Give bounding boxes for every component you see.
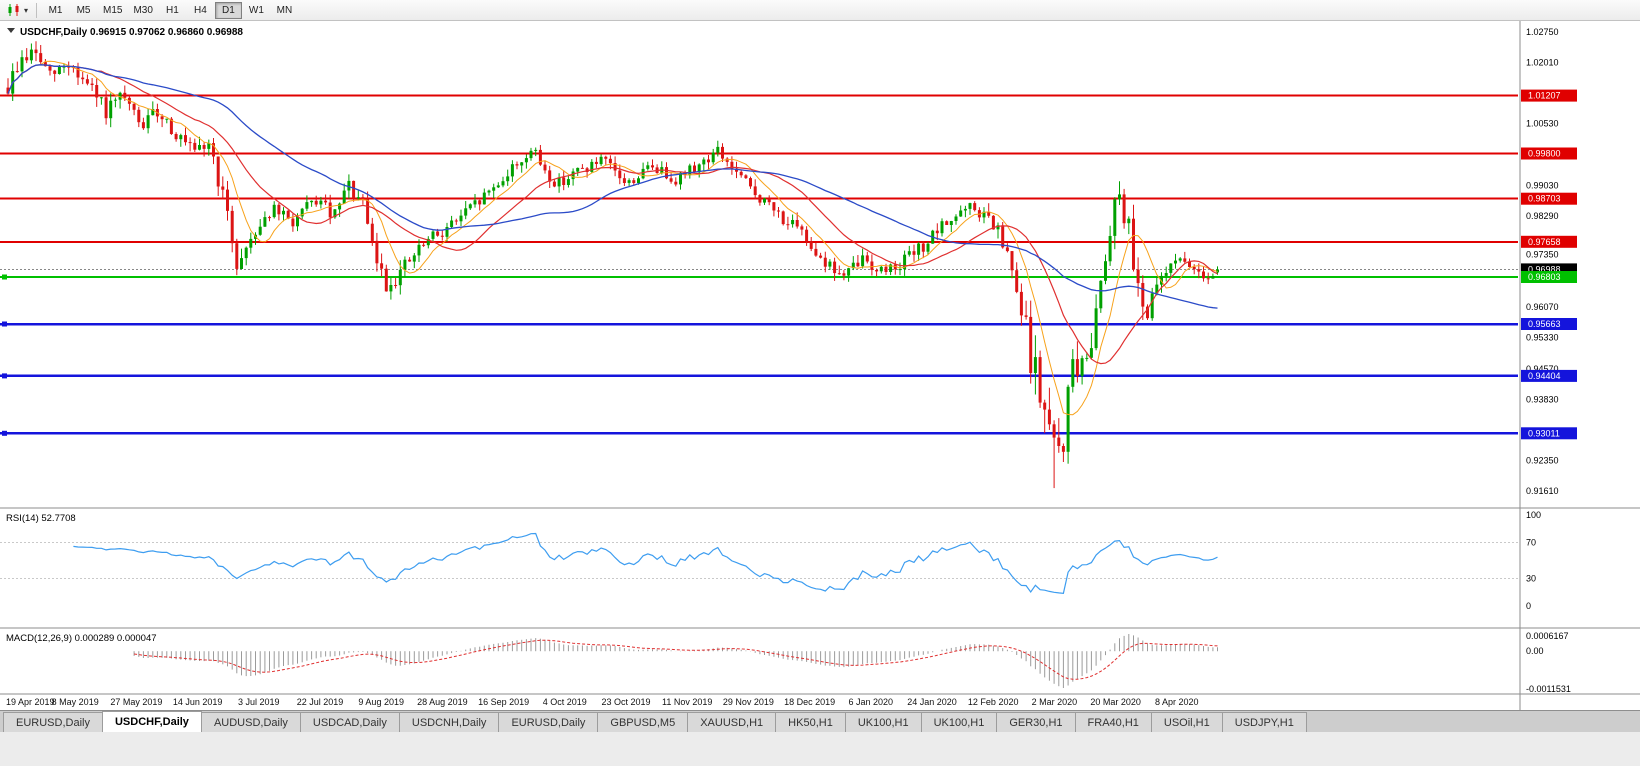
symbol-tab-fra40-h1[interactable]: FRA40,H1 <box>1074 712 1152 732</box>
macd-panel[interactable]: 0.0006167 0.00 -0.0011531 <box>0 627 1640 695</box>
svg-text:0: 0 <box>1526 601 1531 611</box>
svg-text:0.95330: 0.95330 <box>1526 333 1559 343</box>
svg-text:28 Aug 2019: 28 Aug 2019 <box>417 697 468 707</box>
svg-text:100: 100 <box>1526 510 1541 520</box>
symbol-tab-uk100-h1[interactable]: UK100,H1 <box>844 712 922 732</box>
svg-text:0.94570: 0.94570 <box>1526 364 1559 374</box>
svg-text:70: 70 <box>1526 537 1536 547</box>
symbol-tab-audusd-daily[interactable]: AUDUSD,Daily <box>200 712 301 732</box>
svg-text:11 Nov 2019: 11 Nov 2019 <box>662 697 712 707</box>
svg-text:24 Jan 2020: 24 Jan 2020 <box>907 697 957 707</box>
svg-text:14 Jun 2019: 14 Jun 2019 <box>173 697 223 707</box>
symbol-tab-gbpusd-m5[interactable]: GBPUSD,M5 <box>597 712 689 732</box>
symbol-tab-usdcad-daily[interactable]: USDCAD,Daily <box>299 712 400 732</box>
chart-canvas[interactable]: 100 70 30 0 0.0006167 0.00 -0.0011531 1.02750… <box>0 21 1640 710</box>
svg-text:1.02750: 1.02750 <box>1526 27 1559 37</box>
svg-text:3 Jul 2019: 3 Jul 2019 <box>238 697 280 707</box>
timeframe-button-mn[interactable]: MN <box>271 2 298 19</box>
svg-text:4 Oct 2019: 4 Oct 2019 <box>543 697 587 707</box>
chart-cursor-icon[interactable] <box>4 2 24 19</box>
rsi-panel[interactable]: 100 70 30 0 <box>0 507 1640 611</box>
svg-text:30: 30 <box>1526 574 1536 584</box>
svg-text:0.99030: 0.99030 <box>1526 180 1559 190</box>
symbol-tab-hk50-h1[interactable]: HK50,H1 <box>775 712 846 732</box>
svg-text:0.94404: 0.94404 <box>1528 371 1561 381</box>
svg-text:8 Apr 2020: 8 Apr 2020 <box>1155 697 1199 707</box>
symbol-tab-usdchf-daily[interactable]: USDCHF,Daily <box>101 711 202 732</box>
top-toolbar: ▾ M1 M5 M15 M30 H1 H4 D1 W1 MN <box>0 0 1640 21</box>
svg-text:0.96803: 0.96803 <box>1528 272 1561 282</box>
svg-text:0.98290: 0.98290 <box>1526 211 1559 221</box>
moving-averages-layer <box>7 60 1218 416</box>
timeframe-button-d1[interactable]: D1 <box>214 1 242 19</box>
svg-text:0.00: 0.00 <box>1526 646 1544 656</box>
symbol-tab-usdcnh-daily[interactable]: USDCNH,Daily <box>398 712 500 732</box>
svg-text:19 Apr 2019: 19 Apr 2019 <box>6 697 55 707</box>
svg-text:0.0006167: 0.0006167 <box>1526 631 1569 641</box>
symbol-tab-uk100-h1[interactable]: UK100,H1 <box>920 712 998 732</box>
timeframe-button-w1[interactable]: W1 <box>243 2 270 19</box>
svg-text:6 Jan 2020: 6 Jan 2020 <box>849 697 894 707</box>
candles-layer <box>6 41 1219 489</box>
svg-text:0.97350: 0.97350 <box>1526 250 1559 260</box>
chart-context-menu-icon[interactable] <box>7 28 15 33</box>
svg-text:-0.0011531: -0.0011531 <box>1526 684 1571 694</box>
svg-text:0.96070: 0.96070 <box>1526 302 1559 312</box>
svg-text:8 May 2019: 8 May 2019 <box>52 697 99 707</box>
timeframe-button-group: M1 M5 M15 M30 H1 H4 D1 W1 MN <box>42 1 298 19</box>
svg-text:0.93830: 0.93830 <box>1526 395 1559 405</box>
chart-background <box>0 21 1640 710</box>
timeframe-button-m30[interactable]: M30 <box>128 2 157 19</box>
svg-text:0.99800: 0.99800 <box>1528 149 1561 159</box>
timeframe-button-h4[interactable]: H4 <box>187 2 214 19</box>
svg-text:2 Mar 2020: 2 Mar 2020 <box>1032 697 1078 707</box>
svg-text:1.02010: 1.02010 <box>1526 58 1559 68</box>
toolbar-separator <box>36 2 38 18</box>
svg-text:0.96988: 0.96988 <box>1528 264 1561 274</box>
symbol-tab-eurusd-daily[interactable]: EURUSD,Daily <box>3 712 103 732</box>
svg-text:0.93011: 0.93011 <box>1528 428 1560 438</box>
svg-text:22 Jul 2019: 22 Jul 2019 <box>297 697 344 707</box>
macd-label: MACD(12,26,9) 0.000289 0.000047 <box>6 633 157 644</box>
svg-text:0.95663: 0.95663 <box>1528 319 1561 329</box>
symbol-tab-eurusd-daily[interactable]: EURUSD,Daily <box>498 712 599 732</box>
rsi-label: RSI(14) 52.7708 <box>6 513 76 524</box>
svg-text:29 Nov 2019: 29 Nov 2019 <box>723 697 774 707</box>
chart-title: USDCHF,Daily 0.96915 0.97062 0.96860 0.9… <box>20 27 243 38</box>
svg-text:18 Dec 2019: 18 Dec 2019 <box>784 697 835 707</box>
svg-text:9 Aug 2019: 9 Aug 2019 <box>358 697 404 707</box>
timeframe-button-m15[interactable]: M15 <box>98 2 127 19</box>
svg-text:0.91610: 0.91610 <box>1526 486 1559 496</box>
svg-text:23 Oct 2019: 23 Oct 2019 <box>601 697 650 707</box>
svg-text:16 Sep 2019: 16 Sep 2019 <box>478 697 529 707</box>
status-bar <box>0 732 1640 766</box>
symbol-tab-usoil-h1[interactable]: USOil,H1 <box>1150 712 1223 732</box>
timeframe-button-h1[interactable]: H1 <box>159 2 186 19</box>
symbol-tab-bar: EURUSD,Daily USDCHF,Daily AUDUSD,Daily USDC… <box>0 710 1640 732</box>
symbol-tab-ger30-h1[interactable]: GER30,H1 <box>996 712 1076 732</box>
svg-text:20 Mar 2020: 20 Mar 2020 <box>1090 697 1141 707</box>
price-axis[interactable]: 1.02750 1.02010 1.00530 0.99030 0.98290 0.973… <box>1519 21 1577 710</box>
candlestick-mini-icon <box>8 4 19 16</box>
symbol-tab-xauusd-h1[interactable]: XAUUSD,H1 <box>687 712 777 732</box>
svg-text:1.00530: 1.00530 <box>1526 119 1559 129</box>
svg-text:0.97658: 0.97658 <box>1528 237 1561 247</box>
svg-text:0.98703: 0.98703 <box>1528 194 1561 204</box>
svg-text:1.01207: 1.01207 <box>1528 91 1561 101</box>
svg-text:12 Feb 2020: 12 Feb 2020 <box>968 697 1019 707</box>
timeframe-button-m1[interactable]: M1 <box>42 2 69 19</box>
chart-type-caret-icon[interactable]: ▾ <box>24 5 29 15</box>
timeframe-button-m5[interactable]: M5 <box>70 2 97 19</box>
symbol-tab-usdjpy-h1[interactable]: USDJPY,H1 <box>1221 712 1307 732</box>
svg-text:27 May 2019: 27 May 2019 <box>110 697 162 707</box>
svg-text:0.92350: 0.92350 <box>1526 456 1559 466</box>
